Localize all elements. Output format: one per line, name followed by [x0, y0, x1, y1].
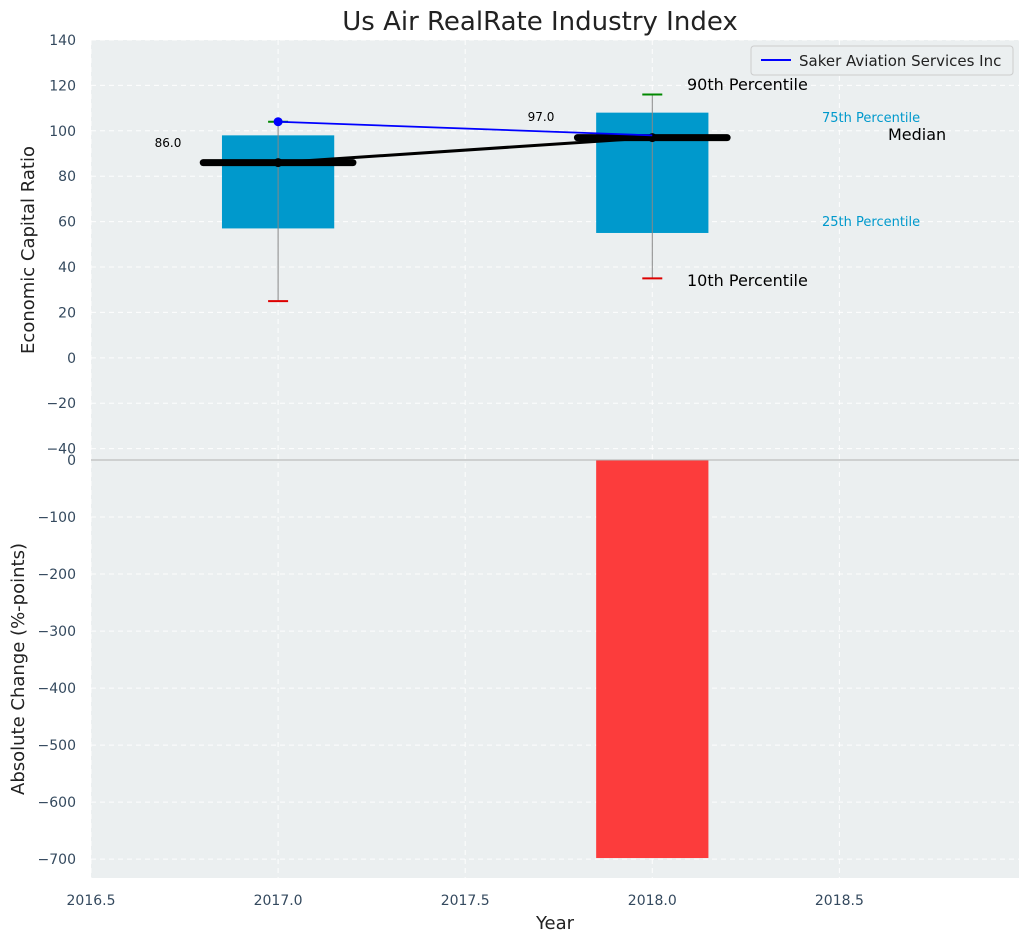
tick-labels: 2016.5 2017.0 2017.5 2018.0 2018.5 140 120 100 8…: [38, 33, 864, 909]
chart-title: Us Air RealRate Industry Index: [342, 7, 738, 37]
y-tick-label-bottom: −600: [38, 795, 76, 811]
y-tick-label-top: −20: [46, 396, 76, 412]
y-tick-label-top: 40: [58, 260, 76, 276]
legend-box: [750, 45, 1014, 76]
y-tick-label-top: 140: [49, 33, 76, 49]
y-tick-label-bottom: −200: [38, 567, 76, 583]
x-tick-label: 2017.0: [254, 893, 303, 909]
x-tick-label: 2017.5: [441, 893, 490, 909]
company-series-line: [278, 120, 653, 137]
y-tick-label-top: 120: [49, 78, 76, 94]
annotation-p75: 75th Percentile: [822, 111, 920, 126]
y-tick-label-bottom: −100: [38, 510, 76, 526]
y-tick-label-bottom: −500: [38, 738, 76, 754]
legend: Saker Aviation Services Inc: [750, 45, 1014, 76]
annotation-p90: 90th Percentile: [687, 75, 808, 94]
top-panel: [199, 93, 731, 303]
change-bar: [596, 460, 709, 859]
annotation-p10: 10th Percentile: [687, 271, 808, 290]
x-tick-label: 2018.0: [628, 893, 677, 909]
y-axis-label-top: Economic Capital Ratio: [18, 146, 39, 354]
annotation-p25: 25th Percentile: [822, 215, 920, 230]
y-tick-label-top: 100: [49, 124, 76, 140]
y-axis-label-bottom: Absolute Change (%-points): [8, 543, 29, 795]
median-trend-line: [277, 136, 653, 165]
company-series-point: [273, 117, 283, 127]
y-tick-label-top: 20: [58, 305, 76, 321]
median-label-2018: 97.0: [528, 110, 555, 124]
y-tick-label-bottom: −300: [38, 624, 76, 640]
y-tick-label-bottom: −400: [38, 681, 76, 697]
legend-label: Saker Aviation Services Inc: [799, 52, 1001, 70]
y-tick-label-top: 80: [58, 169, 76, 185]
median-point: [273, 158, 283, 168]
y-tick-label-top: 0: [67, 351, 76, 367]
x-tick-label: 2016.5: [67, 893, 116, 909]
annotation-median: Median: [888, 125, 946, 144]
x-axis-label: Year: [535, 913, 575, 934]
y-tick-label-top: 60: [58, 215, 76, 231]
y-tick-label-top: −40: [46, 442, 76, 458]
median-label-2017: 86.0: [155, 136, 182, 150]
x-tick-label: 2018.5: [815, 893, 864, 909]
bottom-panel: [596, 460, 709, 859]
y-tick-label-bottom: −700: [38, 852, 76, 868]
y-tick-label-bottom: 0: [67, 453, 76, 469]
